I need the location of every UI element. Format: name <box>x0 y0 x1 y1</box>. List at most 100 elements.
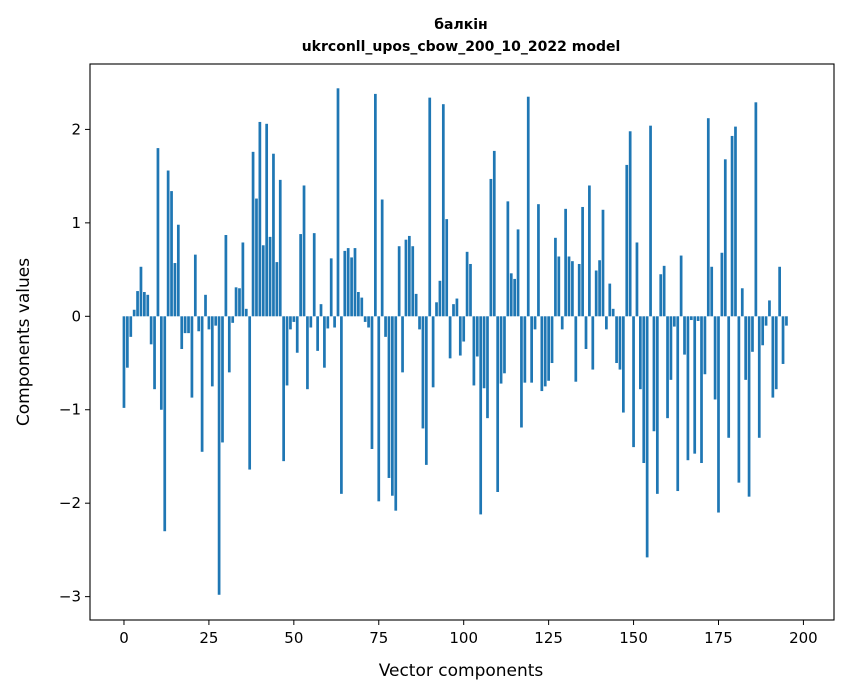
bar <box>448 316 452 359</box>
y-tick-label: −2 <box>59 494 81 512</box>
bar <box>547 316 550 381</box>
bar <box>567 256 571 317</box>
bar <box>503 316 506 374</box>
bar <box>227 316 231 373</box>
bar <box>302 185 306 317</box>
bar <box>581 206 584 317</box>
bar <box>693 316 697 454</box>
y-axis-label: Components values <box>14 258 34 426</box>
bar <box>319 304 323 317</box>
bar <box>190 316 194 398</box>
bar <box>411 246 415 317</box>
bar <box>299 234 302 317</box>
bar <box>360 297 364 317</box>
bar <box>537 204 540 317</box>
bar <box>146 294 150 317</box>
bar <box>139 266 143 317</box>
bar <box>343 250 347 317</box>
bar <box>350 257 353 317</box>
bar <box>672 316 676 327</box>
bar <box>333 316 336 328</box>
bar <box>156 148 160 317</box>
bar <box>669 316 673 380</box>
bar <box>129 316 133 337</box>
bar <box>231 316 235 323</box>
bar <box>472 316 476 386</box>
bar <box>618 316 622 370</box>
bar <box>594 270 598 317</box>
bar <box>435 302 438 317</box>
bar <box>540 316 544 392</box>
bar <box>159 316 163 410</box>
bar <box>221 316 224 443</box>
bar <box>489 178 493 317</box>
bar <box>391 316 394 496</box>
bar <box>720 252 724 317</box>
x-axis-ticks: 0 25 50 75 100 125 150 175 200 <box>119 620 818 647</box>
bar <box>516 229 520 317</box>
bar <box>747 316 751 497</box>
bar <box>289 316 292 330</box>
bar <box>645 316 649 558</box>
bar <box>533 316 537 330</box>
bar <box>414 293 418 317</box>
bar <box>217 316 221 595</box>
y-tick-label: 2 <box>71 120 81 138</box>
bar <box>509 273 513 317</box>
plot-area-frame <box>89 63 835 621</box>
bar <box>309 316 313 328</box>
y-tick-label: 0 <box>71 307 81 325</box>
bar <box>136 291 139 317</box>
bar <box>173 263 177 317</box>
bar <box>774 316 778 390</box>
bar <box>170 191 173 317</box>
bar <box>625 164 629 317</box>
bar <box>615 316 618 364</box>
bar <box>312 233 316 317</box>
bar <box>441 104 445 317</box>
bar <box>727 316 731 438</box>
bar <box>455 298 459 317</box>
bar <box>757 316 761 438</box>
bar <box>224 235 228 317</box>
bar <box>234 287 238 317</box>
bar <box>272 153 275 317</box>
bar <box>421 316 425 429</box>
bar <box>295 316 299 353</box>
bar <box>584 316 588 350</box>
bar <box>635 242 639 317</box>
bar <box>574 316 578 382</box>
bar <box>452 304 455 317</box>
bar <box>703 316 707 375</box>
bar <box>329 258 333 317</box>
bar <box>326 316 330 329</box>
bar <box>608 283 612 317</box>
bar <box>666 316 669 419</box>
bar <box>560 316 564 330</box>
bar <box>605 316 608 330</box>
bar <box>683 316 686 355</box>
bar <box>268 236 272 317</box>
bar <box>238 288 241 317</box>
bar <box>771 316 775 398</box>
bar <box>122 316 126 408</box>
bar <box>642 316 646 464</box>
bar <box>492 150 496 317</box>
bar <box>404 239 408 317</box>
bar <box>761 316 765 346</box>
x-tick-label: 100 <box>449 629 478 647</box>
bar <box>526 96 530 317</box>
bar <box>723 159 727 317</box>
bar <box>285 316 289 386</box>
bar <box>717 316 720 513</box>
bar <box>737 316 741 483</box>
bar <box>346 248 350 317</box>
bar <box>143 292 146 317</box>
x-tick-label: 150 <box>619 629 648 647</box>
bar <box>564 208 567 317</box>
bar <box>380 199 384 317</box>
bar <box>506 201 510 317</box>
y-axis-ticks: −3 −2 −1 0 1 2 <box>59 120 90 606</box>
x-tick-label: 50 <box>284 629 303 647</box>
